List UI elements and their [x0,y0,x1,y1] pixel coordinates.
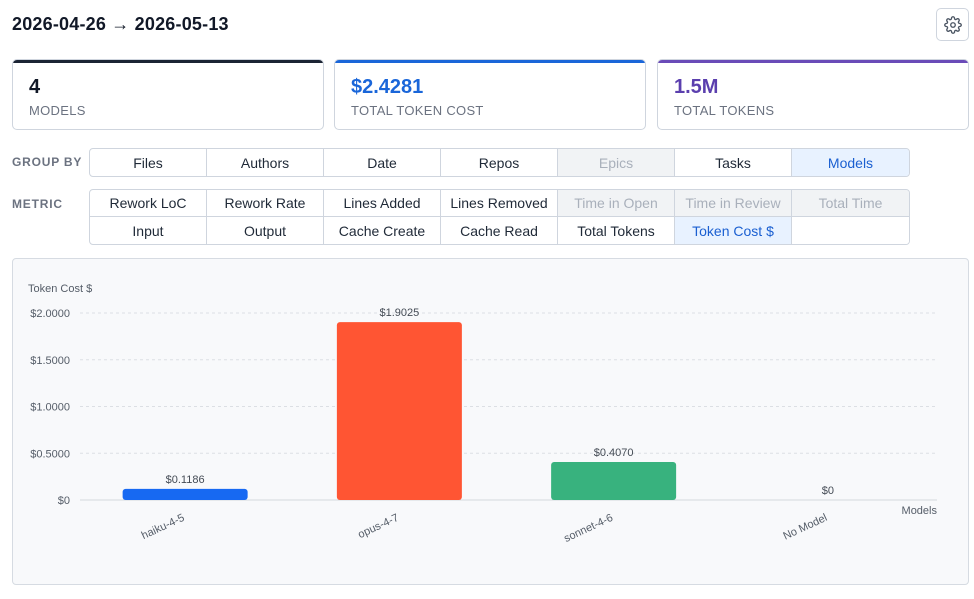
data-label: $0.1186 [166,474,205,486]
metric-option-cache-create[interactable]: Cache Create [324,217,441,244]
models-count-value: 4 [29,76,41,98]
total-tokens-label: TOTAL TOKENS [674,103,775,118]
y-tick-label: $1.0000 [30,402,70,414]
metric-empty-cell [792,217,909,244]
metric-option-token-cost[interactable]: Token Cost $ [675,217,792,244]
total-token-cost-value: $2.4281 [351,76,424,98]
date-range-title: 2026-04-26 → 2026-05-13 [12,14,229,34]
metric-option-lines-removed[interactable]: Lines Removed [441,190,558,217]
bar-sonnet-4-6[interactable] [551,461,677,500]
card-accent-bar [658,60,968,63]
group-by-option-authors[interactable]: Authors [207,149,324,176]
summary-cards: 4 MODELS $2.4281 TOTAL TOKEN COST 1.5M T… [12,59,969,130]
card-accent-bar [13,60,323,63]
group-by-selector: Files Authors Date Repos Epics Tasks Models [89,148,910,177]
metric-option-input[interactable]: Input [90,217,207,244]
bar-chart: Token Cost $ $0 $0.5000 $1.0000 $1.5000 $2.00… [28,283,938,545]
total-token-cost-label: TOTAL TOKEN COST [351,103,484,118]
total-tokens-value: 1.5M [674,76,719,98]
chart-panel: Token Cost $ $0 $0.5000 $1.0000 $1.5000 $2.00… [12,258,969,585]
data-label: $0 [822,485,834,497]
y-axis-title: Token Cost $ [28,283,92,295]
x-axis-title: Models [902,505,938,517]
x-tick-label: haiku-4-5 [140,512,187,542]
metric-option-rework-loc[interactable]: Rework LoC [90,190,207,217]
models-count-card: 4 MODELS [12,59,324,130]
group-by-label: GROUP BY [12,155,83,169]
y-tick-label: $0 [58,495,70,507]
group-by-option-tasks[interactable]: Tasks [675,149,792,176]
x-tick-label: opus-4-7 [356,512,400,541]
metric-option-time-in-open: Time in Open [558,190,675,217]
metric-option-rework-rate[interactable]: Rework Rate [207,190,324,217]
gear-icon [943,15,962,34]
metric-option-output[interactable]: Output [207,217,324,244]
metric-selector: Rework LoC Rework Rate Lines Added Lines Re… [89,189,910,245]
data-label: $0.4070 [594,447,634,459]
metric-option-lines-added[interactable]: Lines Added [324,190,441,217]
y-tick-label: $1.5000 [30,355,70,367]
card-accent-bar [335,60,645,63]
group-by-option-date[interactable]: Date [324,149,441,176]
metric-option-cache-read[interactable]: Cache Read [441,217,558,244]
group-by-option-repos[interactable]: Repos [441,149,558,176]
bar-opus-4-7[interactable] [336,322,462,500]
models-count-label: MODELS [29,103,86,118]
total-tokens-card: 1.5M TOTAL TOKENS [657,59,969,130]
group-by-option-files[interactable]: Files [90,149,207,176]
y-tick-label: $2.0000 [30,308,70,320]
metric-label: METRIC [12,197,63,211]
x-tick-label: No Model [781,512,829,543]
metric-option-total-tokens[interactable]: Total Tokens [558,217,675,244]
y-tick-label: $0.5000 [30,448,70,460]
header: 2026-04-26 → 2026-05-13 [12,14,229,38]
total-token-cost-card: $2.4281 TOTAL TOKEN COST [334,59,646,130]
metric-option-total-time: Total Time [792,190,909,217]
metric-option-time-in-review: Time in Review [675,190,792,217]
group-by-option-models[interactable]: Models [792,149,909,176]
settings-button[interactable] [936,8,969,41]
bar-haiku-4-5[interactable] [122,488,248,500]
x-tick-label: sonnet-4-6 [562,512,615,545]
data-label: $1.9025 [379,307,419,319]
group-by-option-epics: Epics [558,149,675,176]
